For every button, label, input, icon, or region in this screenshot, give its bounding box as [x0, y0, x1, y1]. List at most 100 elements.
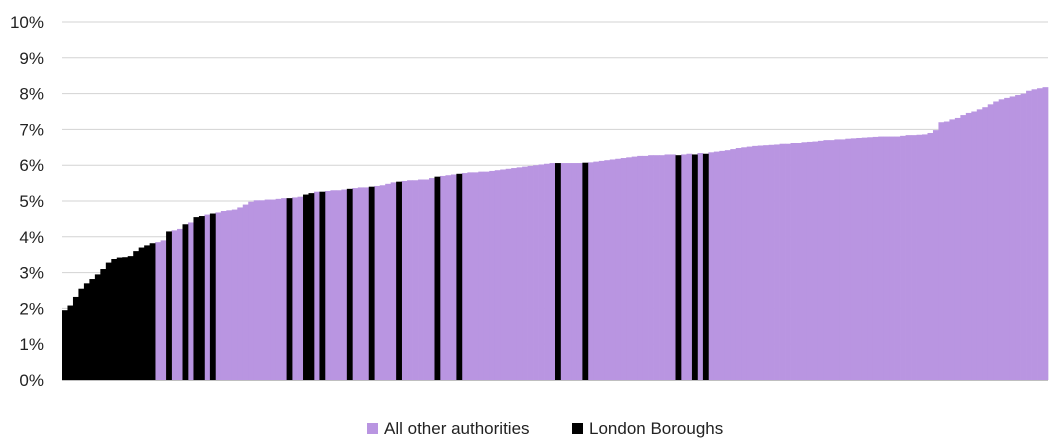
bar-all-other-authorities [1026, 90, 1032, 381]
bar-london-boroughs [675, 155, 682, 380]
bar-all-other-authorities [686, 153, 693, 380]
bar-all-other-authorities [724, 150, 731, 380]
bar-all-other-authorities [292, 197, 298, 380]
bar-london-boroughs [62, 310, 68, 380]
bar-all-other-authorities [297, 196, 304, 380]
bar-london-boroughs [182, 224, 189, 380]
bar-all-other-authorities [790, 143, 797, 380]
bar-all-other-authorities [1004, 97, 1011, 381]
bar-all-other-authorities [1037, 88, 1043, 380]
bar-all-other-authorities [270, 199, 276, 380]
bar-all-other-authorities [878, 136, 885, 380]
bar-all-other-authorities [828, 140, 835, 380]
bar-all-other-authorities [461, 173, 468, 380]
bar-all-other-authorities [215, 212, 222, 380]
bar-london-boroughs [149, 243, 156, 380]
bar-london-boroughs [286, 198, 293, 380]
bar-all-other-authorities [418, 179, 424, 380]
bar-all-other-authorities [817, 140, 824, 380]
bar-london-boroughs [702, 153, 709, 380]
bar-all-other-authorities [839, 139, 846, 380]
bar-london-boroughs [368, 186, 375, 380]
bar-all-other-authorities [385, 183, 392, 380]
bar-all-other-authorities [604, 160, 611, 380]
bar-all-other-authorities [757, 145, 764, 380]
bar-all-other-authorities [922, 134, 928, 380]
y-tick-label: 6% [19, 156, 44, 175]
bar-all-other-authorities [324, 190, 331, 380]
bar-london-boroughs [78, 288, 85, 380]
bar-london-boroughs [83, 283, 90, 380]
bar-all-other-authorities [943, 121, 950, 381]
bar-all-other-authorities [352, 188, 359, 380]
bar-all-other-authorities [659, 155, 665, 380]
bar-london-boroughs [319, 191, 326, 380]
legend-label-london-boroughs: London Boroughs [589, 419, 723, 438]
bar-london-boroughs [122, 257, 129, 380]
bar-all-other-authorities [932, 130, 939, 380]
bar-all-other-authorities [927, 132, 934, 380]
y-tick-label: 7% [19, 120, 44, 139]
bar-london-boroughs [308, 193, 315, 380]
legend: All other authorities London Boroughs [367, 419, 723, 438]
bar-all-other-authorities [785, 143, 791, 380]
bar-all-other-authorities [248, 201, 255, 380]
bar-london-boroughs [127, 256, 134, 380]
bar-all-other-authorities [516, 167, 523, 380]
y-tick-label: 10% [10, 13, 44, 32]
bar-london-boroughs [94, 274, 101, 380]
bar-all-other-authorities [489, 170, 496, 380]
bar-all-other-authorities [1015, 95, 1021, 380]
bar-all-other-authorities [374, 185, 381, 380]
bar-all-other-authorities [653, 155, 660, 380]
bar-all-other-authorities [631, 156, 638, 380]
legend-swatch-all-other-authorities [367, 423, 378, 434]
bar-all-other-authorities [905, 135, 912, 380]
bar-london-boroughs [555, 163, 561, 380]
bar-all-other-authorities [226, 210, 233, 380]
bar-all-other-authorities [894, 136, 901, 380]
bar-all-other-authorities [341, 189, 348, 380]
bar-london-boroughs [67, 305, 74, 380]
bar-all-other-authorities [1042, 87, 1049, 380]
bar-all-other-authorities [237, 207, 244, 380]
bar-london-boroughs [100, 269, 107, 380]
bar-all-other-authorities [204, 214, 211, 380]
bar-all-other-authorities [987, 104, 994, 380]
bar-all-other-authorities [275, 198, 282, 380]
bar-all-other-authorities [505, 168, 512, 380]
bar-all-other-authorities [998, 99, 1005, 380]
bar-all-other-authorities [313, 191, 320, 380]
bar-all-other-authorities [834, 139, 841, 380]
bar-all-other-authorities [1009, 96, 1016, 381]
bar-all-other-authorities [593, 161, 600, 380]
bar-all-other-authorities [390, 182, 397, 380]
bar-all-other-authorities [850, 138, 857, 380]
bar-all-other-authorities [900, 135, 906, 380]
bar-all-other-authorities [363, 187, 370, 380]
bar-all-other-authorities [971, 111, 978, 380]
bar-all-other-authorities [155, 242, 161, 380]
bar-all-other-authorities [823, 140, 830, 380]
bar-all-other-authorities [976, 109, 983, 380]
bar-all-other-authorities [763, 145, 769, 380]
bar-all-other-authorities [281, 198, 287, 380]
legend-swatch-london-boroughs [572, 423, 583, 434]
legend-item-all-other-authorities: All other authorities [367, 419, 530, 438]
bar-all-other-authorities [171, 230, 178, 380]
bar-london-boroughs [582, 162, 589, 380]
bar-all-other-authorities [993, 101, 1000, 380]
bar-all-other-authorities [231, 209, 238, 380]
bar-all-other-authorities [1031, 89, 1038, 381]
bar-all-other-authorities [670, 154, 676, 380]
bar-london-boroughs [144, 245, 150, 380]
bar-all-other-authorities [883, 136, 890, 380]
bar-all-other-authorities [357, 187, 364, 380]
bar-all-other-authorities [746, 146, 753, 380]
bar-london-boroughs [303, 194, 309, 380]
bar-all-other-authorities [533, 165, 539, 380]
bar-london-boroughs [193, 217, 200, 380]
bar-all-other-authorities [845, 138, 852, 380]
bar-all-other-authorities [264, 199, 271, 380]
